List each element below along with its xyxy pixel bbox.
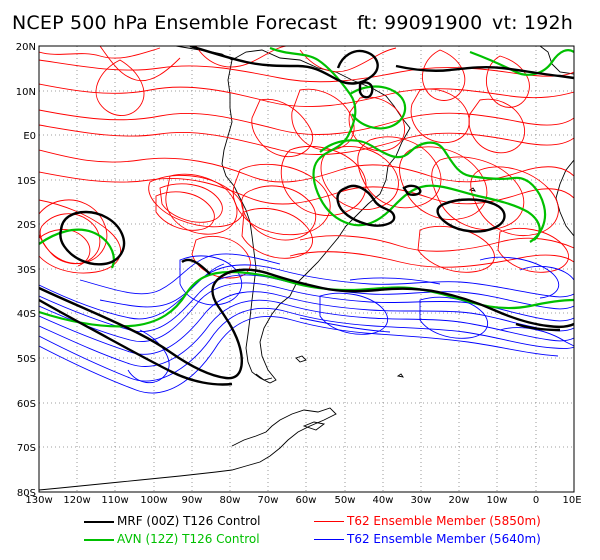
title-valid-time: vt: 192h	[492, 12, 574, 34]
lat-label: 70S	[17, 443, 36, 454]
longitude-labels: 130w 120w 110w 100w 90w 80w 70w 60w 50w …	[25, 495, 581, 505]
avn-control-contour	[39, 46, 574, 328]
legend-item-5640m: T62 Ensemble Member (5640m)	[314, 532, 541, 546]
legend-item-mrf: MRF (00Z) T126 Control	[84, 514, 261, 528]
legend-label: T62 Ensemble Member (5850m)	[347, 514, 541, 528]
ensemble-map: 20N 10N E0 10S 20S 30S 40S 50S 60S 70S 8…	[16, 42, 582, 505]
lat-label: 10N	[16, 87, 36, 98]
ensemble-5850m-contours	[39, 46, 574, 279]
lon-label: 120w	[63, 495, 90, 505]
lat-label: 50S	[17, 354, 36, 365]
lon-label: 110w	[101, 495, 128, 505]
lat-label: 60S	[17, 399, 36, 410]
lat-label: 80S	[17, 488, 36, 499]
legend-swatch	[84, 520, 114, 523]
legend-item-avn: AVN (12Z) T126 Control	[84, 532, 260, 546]
lat-label: 40S	[17, 309, 36, 320]
lon-label: 80w	[220, 495, 241, 505]
title-main: NCEP 500 hPa Ensemble Forecast	[12, 12, 338, 34]
legend: MRF (00Z) T126 Control AVN (12Z) T126 Co…	[0, 505, 600, 560]
lat-label: 10S	[17, 176, 36, 187]
lon-label: 60w	[296, 495, 317, 505]
lat-label: 20N	[16, 42, 36, 53]
mrf-control-contour	[39, 46, 574, 386]
lon-label: 50w	[335, 495, 356, 505]
legend-swatch	[314, 521, 344, 522]
legend-swatch	[84, 538, 114, 541]
lon-label: 130w	[25, 495, 52, 505]
lon-label: 70w	[258, 495, 279, 505]
legend-label: AVN (12Z) T126 Control	[117, 532, 260, 546]
lon-label: 100w	[140, 495, 167, 505]
lon-label: 0	[533, 495, 539, 505]
lon-label: 20w	[449, 495, 470, 505]
legend-swatch	[314, 539, 344, 540]
lon-label: 10w	[487, 495, 508, 505]
legend-label: MRF (00Z) T126 Control	[117, 514, 261, 528]
map-frame	[38, 45, 575, 493]
lat-label: 20S	[17, 220, 36, 231]
legend-item-5850m: T62 Ensemble Member (5850m)	[314, 514, 541, 528]
map-title: NCEP 500 hPa Ensemble Forecast ft: 99091…	[0, 0, 600, 40]
latitude-labels: 20N 10N E0 10S 20S 30S 40S 50S 60S 70S 8…	[16, 42, 36, 499]
lat-label: 30S	[17, 265, 36, 276]
coastline	[39, 46, 574, 491]
legend-label: T62 Ensemble Member (5640m)	[347, 532, 541, 546]
lat-label: E0	[23, 131, 36, 142]
title-forecast-time: ft: 99091900	[357, 12, 483, 34]
lon-label: 30w	[411, 495, 432, 505]
lon-label: 90w	[182, 495, 203, 505]
lon-label: 10E	[562, 495, 581, 505]
lon-label: 40w	[373, 495, 394, 505]
